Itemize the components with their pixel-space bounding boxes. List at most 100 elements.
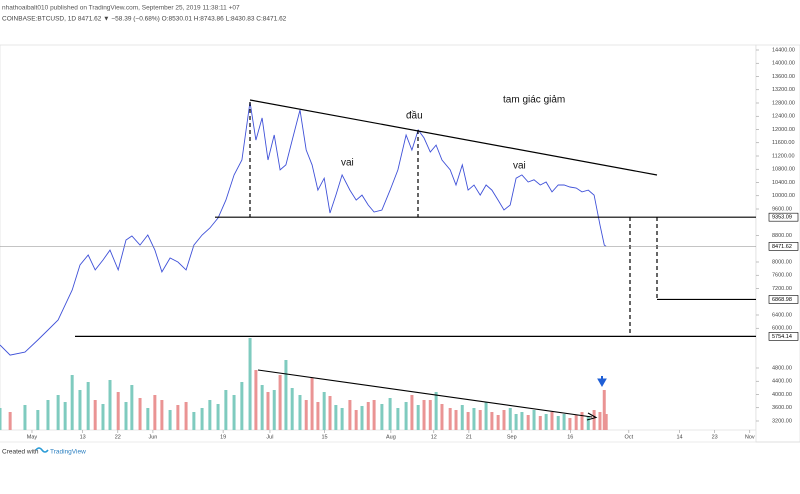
- level-label: 9353.09: [772, 215, 792, 221]
- x-tick-label: Jul: [266, 434, 273, 440]
- volume-bar: [290, 388, 294, 430]
- y-tick-label: 12400.00: [772, 114, 795, 120]
- y-tick-label: 10800.00: [772, 167, 795, 173]
- volume-bar: [36, 410, 40, 430]
- y-tick-label: 6000.00: [772, 326, 792, 332]
- annotation: vai: [341, 158, 354, 169]
- y-tick-label: 4000.00: [772, 392, 792, 398]
- brand[interactable]: TradingView: [50, 449, 86, 456]
- volume-bar: [538, 416, 542, 430]
- level-label: 6868.98: [772, 297, 792, 303]
- volume-bar: [360, 406, 364, 430]
- volume-bar: [466, 412, 470, 430]
- volume-bar: [216, 404, 220, 430]
- y-tick-label: 3200.00: [772, 418, 792, 424]
- volume-bar: [328, 396, 332, 430]
- volume-bar: [93, 400, 97, 430]
- price-line: [0, 101, 607, 356]
- y-tick-label: 6400.00: [772, 312, 792, 318]
- volume-bar: [260, 385, 264, 430]
- credit: Created with: [2, 449, 39, 456]
- volume-bar: [454, 410, 458, 430]
- y-tick-label: 13600.00: [772, 74, 795, 80]
- volume-bar: [448, 408, 452, 430]
- volume-bar: [604, 414, 608, 430]
- volume-bar: [490, 412, 494, 430]
- volume-bar: [0, 408, 2, 430]
- y-tick-label: 14000.00: [772, 61, 795, 67]
- symbol-info: COINBASE:BTCUSD, 1D 8471.62 ▼ −58.39 (−0…: [2, 16, 287, 23]
- volume-bar: [254, 370, 258, 430]
- volume-bar: [348, 400, 352, 430]
- volume-bar: [278, 375, 282, 430]
- level-box: [768, 295, 799, 304]
- volume-bar: [168, 410, 172, 430]
- volume-bar: [586, 416, 590, 430]
- level-box: [768, 242, 799, 251]
- y-tick-label: 11200.00: [772, 153, 795, 159]
- x-tick-label: 16: [567, 434, 573, 440]
- volume-bar: [544, 414, 548, 430]
- y-tick-label: 12800.00: [772, 100, 795, 106]
- x-tick-label: Oct: [625, 434, 634, 440]
- volume-bar: [366, 402, 370, 430]
- x-tick-label: 14: [676, 434, 682, 440]
- drawings: [249, 99, 658, 421]
- y-tick-label: 7600.00: [772, 273, 792, 279]
- volume-bar: [520, 412, 524, 430]
- volume-bar: [484, 402, 488, 430]
- volume-bar: [514, 414, 518, 430]
- logo: [35, 447, 49, 453]
- volume-bar: [322, 392, 326, 430]
- trend-line: [249, 99, 658, 176]
- volume-bar: [124, 402, 128, 430]
- x-tick-label: 21: [466, 434, 472, 440]
- volume-bar: [380, 404, 384, 430]
- volume-bar: [340, 408, 344, 430]
- y-tick-label: 12000.00: [772, 127, 795, 133]
- volume-bar: [460, 405, 464, 430]
- volume-bar: [502, 410, 506, 430]
- volume-bar: [598, 412, 602, 430]
- volume-bar: [284, 360, 288, 430]
- arrow-head: [586, 412, 598, 421]
- volume-bar: [532, 410, 536, 430]
- volume-bar: [568, 418, 572, 430]
- volume-bar: [478, 410, 482, 430]
- volume-bar: [23, 405, 27, 430]
- volume-bar: [508, 408, 512, 430]
- level-label: 8471.62: [772, 244, 792, 250]
- volume-bar: [153, 395, 157, 430]
- y-tick-label: 4800.00: [772, 365, 792, 371]
- y-tick-label: 8000.00: [772, 259, 792, 265]
- volume-bar: [240, 382, 244, 430]
- volume-bar: [388, 398, 392, 430]
- volume-bar: [428, 400, 432, 430]
- x-tick-label: 23: [712, 434, 718, 440]
- volume-trend-line: [257, 369, 593, 418]
- volume-bar: [160, 400, 164, 430]
- volume-bar: [422, 400, 426, 430]
- volume-bar: [70, 375, 74, 430]
- volume-bar: [101, 404, 105, 430]
- annotation: đầu: [406, 110, 423, 122]
- volume-bar: [396, 408, 400, 430]
- volume-bar: [580, 412, 584, 430]
- volume-bar: [304, 400, 308, 430]
- volume-layer: [0, 338, 608, 430]
- y-tick-label: 8800.00: [772, 233, 792, 239]
- volume-bar: [496, 415, 500, 430]
- y-tick-label: 14400.00: [772, 47, 795, 53]
- x-tick-label: Sep: [507, 434, 517, 440]
- y-tick-label: 4400.00: [772, 379, 792, 385]
- y-tick-label: 10000.00: [772, 193, 795, 199]
- volume-bar: [46, 400, 50, 430]
- volume-bar: [130, 385, 134, 430]
- x-tick-label: Nov: [745, 434, 755, 440]
- volume-bar: [8, 412, 12, 430]
- line-layer: [0, 101, 607, 356]
- volume-bar: [63, 402, 67, 430]
- volume-bar: [208, 400, 212, 430]
